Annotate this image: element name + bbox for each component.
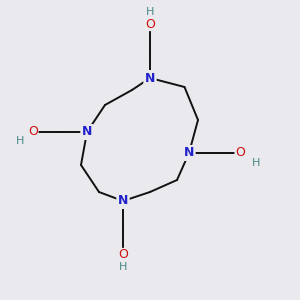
Text: O: O xyxy=(28,125,38,139)
Text: N: N xyxy=(184,146,194,160)
Text: H: H xyxy=(146,7,154,17)
Text: O: O xyxy=(118,248,128,262)
Text: H: H xyxy=(119,262,127,272)
Text: N: N xyxy=(145,71,155,85)
Text: O: O xyxy=(235,146,245,160)
Text: H: H xyxy=(252,158,260,169)
Text: O: O xyxy=(145,17,155,31)
Text: H: H xyxy=(16,136,25,146)
Text: N: N xyxy=(82,125,92,139)
Text: N: N xyxy=(118,194,128,208)
